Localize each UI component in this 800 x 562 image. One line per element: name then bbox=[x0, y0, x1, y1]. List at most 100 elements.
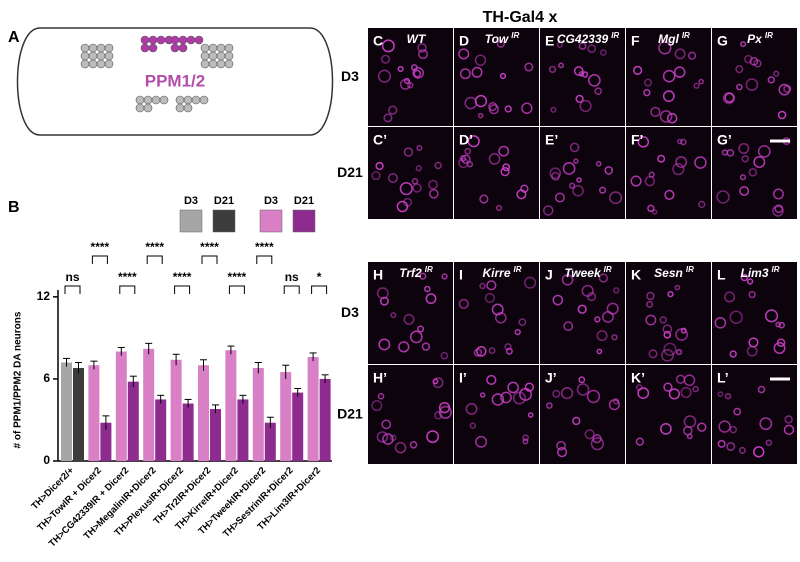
cell-signal bbox=[556, 446, 568, 458]
micrograph bbox=[626, 28, 711, 126]
neuron bbox=[104, 51, 114, 61]
significance-bracket bbox=[311, 285, 328, 294]
cell-signal bbox=[524, 276, 537, 289]
cell-signal bbox=[635, 437, 645, 446]
neuron bbox=[88, 43, 98, 53]
cell-signal bbox=[686, 433, 693, 440]
panel-letter: C’ bbox=[373, 132, 387, 148]
micrograph bbox=[626, 262, 711, 364]
panel-label: A bbox=[8, 29, 20, 46]
cell-signal bbox=[590, 437, 604, 451]
bar bbox=[198, 365, 209, 461]
cell-signal bbox=[578, 376, 586, 384]
cell-signal bbox=[578, 71, 585, 77]
panel-letter: F’ bbox=[631, 132, 643, 148]
panel-letter: J’ bbox=[545, 370, 557, 386]
legend-swatch bbox=[259, 209, 283, 233]
cell-signal bbox=[662, 90, 675, 103]
cell-signal bbox=[659, 316, 667, 324]
panel-label: B bbox=[8, 199, 20, 216]
bar bbox=[225, 350, 237, 461]
cell-signal bbox=[467, 135, 480, 148]
cell-signal bbox=[687, 51, 697, 60]
micrograph bbox=[626, 127, 711, 219]
column-header: Sesn IR bbox=[654, 265, 694, 280]
bar bbox=[100, 422, 112, 461]
column-header: Tow IR bbox=[485, 31, 520, 46]
cell-signal bbox=[729, 425, 738, 434]
cell-signal bbox=[556, 440, 566, 451]
neuron bbox=[104, 43, 114, 53]
neuron bbox=[148, 35, 158, 45]
neuron bbox=[224, 59, 234, 69]
bar bbox=[127, 381, 139, 461]
neuron bbox=[80, 59, 90, 69]
cell-signal bbox=[664, 189, 675, 200]
significance-label: * bbox=[317, 270, 322, 284]
cell-signal bbox=[377, 392, 385, 400]
neuron bbox=[186, 35, 196, 45]
row-label: D21 bbox=[337, 406, 363, 422]
column-header: Tweek IR bbox=[564, 265, 611, 280]
bar bbox=[170, 359, 182, 461]
cell-signal bbox=[694, 156, 707, 169]
neuron bbox=[148, 43, 158, 53]
neuron bbox=[224, 51, 234, 61]
cell-signal bbox=[375, 161, 384, 171]
neuron bbox=[170, 43, 180, 53]
cell-signal bbox=[388, 105, 398, 115]
cell-signal bbox=[432, 378, 439, 385]
cell-signal bbox=[518, 318, 527, 327]
cell-signal bbox=[662, 69, 676, 83]
cell-signal bbox=[606, 302, 619, 315]
neuron bbox=[175, 103, 185, 113]
cell-signal bbox=[726, 442, 736, 451]
cell-signal bbox=[573, 158, 579, 164]
significance-bracket bbox=[228, 285, 245, 294]
legend-label: D3 bbox=[264, 195, 278, 207]
cell-signal bbox=[486, 374, 497, 385]
neuron bbox=[156, 35, 166, 45]
cell-signal bbox=[674, 48, 686, 60]
cell-signal bbox=[584, 429, 595, 440]
cell-signal bbox=[579, 99, 592, 113]
cell-signal bbox=[549, 167, 562, 179]
cell-signal bbox=[576, 177, 582, 183]
cell-signal bbox=[415, 165, 422, 172]
cell-signal bbox=[753, 155, 766, 168]
cell-signal bbox=[717, 391, 724, 398]
panel-letter: F bbox=[631, 33, 640, 49]
panel-letter: I’ bbox=[459, 370, 467, 386]
cell-signal bbox=[774, 204, 784, 214]
cell-signal bbox=[650, 106, 661, 118]
micrograph bbox=[368, 365, 453, 464]
cell-signal bbox=[491, 303, 504, 316]
cell-signal bbox=[721, 149, 729, 156]
cell-signal bbox=[550, 106, 557, 113]
panel-letter: L’ bbox=[717, 370, 729, 386]
cell-signal bbox=[592, 434, 602, 444]
cell-signal bbox=[425, 293, 437, 305]
cell-signal bbox=[645, 314, 657, 326]
cell-signal bbox=[735, 65, 744, 74]
y-tick-label: 6 bbox=[43, 371, 50, 385]
cell-signal bbox=[543, 205, 554, 216]
bar bbox=[88, 365, 100, 461]
cell-signal bbox=[428, 188, 439, 199]
gene-superscript: IR bbox=[611, 31, 619, 40]
panel-letter: I bbox=[459, 267, 463, 283]
gene-name: Trf2 bbox=[399, 266, 422, 280]
cell-signal bbox=[412, 67, 424, 79]
cell-signal bbox=[693, 82, 700, 89]
neuron bbox=[208, 51, 218, 61]
gene-name: Mgl bbox=[658, 32, 679, 46]
cell-signal bbox=[416, 144, 423, 152]
cell-signal bbox=[683, 374, 696, 387]
cell-signal bbox=[663, 330, 672, 339]
cell-signal bbox=[675, 328, 688, 341]
cell-signal bbox=[466, 161, 474, 168]
neuron bbox=[175, 95, 185, 105]
cell-signal bbox=[479, 194, 489, 204]
cell-signal bbox=[464, 96, 478, 110]
column-header: Mgl IR bbox=[658, 31, 690, 46]
